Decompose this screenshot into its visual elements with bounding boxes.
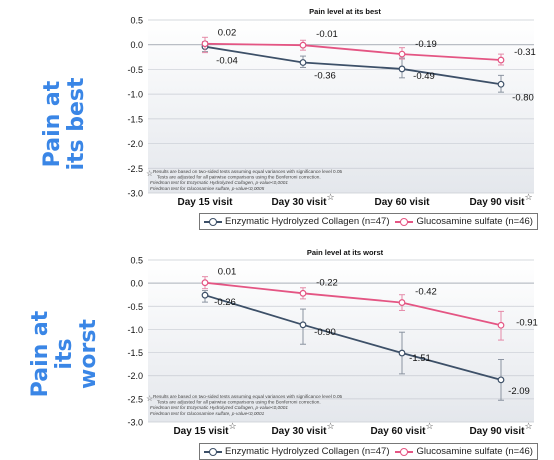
x-tick-label: Day 90 visit☆ — [469, 421, 532, 437]
y-tick-label: -3.0 — [127, 189, 143, 199]
collagen-data-label: -0.49 — [413, 71, 435, 82]
chart-best: Pain level at its best 0.5 0.0 -0.5 -1.0 -1.5… — [127, 7, 536, 208]
glucosamine-data-label: -0.91 — [516, 317, 538, 328]
glucosamine-data-label: 0.02 — [218, 28, 237, 39]
footnote: Friedman test for Glucosamine sulfate, p… — [150, 411, 265, 416]
x-tick-label: Day 90 visit☆ — [469, 192, 532, 208]
glucosamine-point — [201, 279, 209, 287]
x-tick-label: Day 30 visit☆ — [271, 192, 334, 208]
chart-panel-worst: Pain level at its worst 0.5 0.0 -0.5 -1.0 -1.… — [0, 226, 554, 460]
footnote: Friedman test for Glucosamine sulfate, p… — [150, 186, 265, 191]
collagen-point — [299, 321, 307, 329]
collagen-data-label: -0.26 — [214, 297, 236, 308]
legend-label-collagen: Enzymatic Hydrolyzed Collagen (n=47) — [225, 216, 390, 227]
y-tick-label: -2.5 — [127, 164, 143, 174]
footnote: Results are based on two-sided tests ass… — [153, 394, 343, 399]
star-icon: ☆ — [146, 394, 153, 403]
footnote: Friedman test for Enzymatic Hydrolyzed C… — [150, 180, 288, 185]
glucosamine-point — [497, 56, 505, 64]
footnote: Friedman test for Enzymatic Hydrolyzed C… — [150, 405, 288, 410]
star-icon: ☆ — [146, 169, 153, 178]
glucosamine-point — [201, 40, 209, 48]
footnote: Results are based on two-sided tests ass… — [153, 169, 343, 174]
y-tick-label: 0.0 — [130, 279, 143, 289]
x-tick-label: Day 60 visit — [374, 197, 430, 208]
chart-title: Pain level at its worst — [307, 248, 384, 257]
collagen-point — [497, 80, 505, 88]
x-tick-label: Day 60 visit☆ — [370, 421, 433, 437]
footnote: Tests are adjusted for all pairwise comp… — [157, 400, 321, 405]
star-icon: ☆ — [524, 421, 532, 431]
legend-best: Enzymatic Hydrolyzed Collagen (n=47) Glu… — [199, 213, 538, 230]
legend-swatch-glucosamine — [395, 217, 414, 227]
footnote: Tests are adjusted for all pairwise comp… — [157, 175, 321, 180]
y-tick-label: 0.0 — [130, 40, 143, 50]
y-tick-label: 0.5 — [130, 256, 143, 266]
star-icon: ☆ — [326, 421, 334, 431]
glucosamine-point — [299, 289, 307, 297]
y-tick-label: -1.5 — [127, 348, 143, 358]
glucosamine-line — [204, 281, 502, 327]
glucosamine-point — [299, 41, 307, 49]
glucosamine-data-label: -0.42 — [415, 287, 437, 298]
collagen-line — [204, 294, 502, 381]
y-tick-label: -2.5 — [127, 394, 143, 404]
chart-panel-best: Pain level at its best 0.5 0.0 -0.5 -1.0 -1.5… — [0, 0, 554, 230]
plot-background — [148, 260, 534, 422]
legend-item-glucosamine: Glucosamine sulfate (n=46) — [395, 216, 533, 227]
y-tick-label: -1.0 — [127, 90, 143, 100]
x-tick-label: Day 15 visit — [177, 197, 233, 208]
y-tick-label: -1.0 — [127, 325, 143, 335]
collagen-data-label: -2.09 — [508, 386, 530, 397]
glucosamine-data-label: -0.19 — [415, 39, 437, 50]
collagen-point — [497, 376, 505, 384]
chart-title: Pain level at its best — [309, 7, 381, 16]
star-icon: ☆ — [228, 421, 236, 431]
star-icon: ☆ — [524, 192, 532, 202]
collagen-point — [398, 349, 406, 357]
collagen-line — [204, 45, 502, 86]
glucosamine-data-label: 0.01 — [218, 267, 237, 278]
collagen-data-label: -0.80 — [512, 92, 534, 103]
y-tick-label: -0.5 — [127, 302, 143, 312]
y-tick-label: -1.5 — [127, 114, 143, 124]
glucosamine-data-label: -0.01 — [316, 29, 338, 40]
collagen-point — [398, 65, 406, 73]
legend-label-glucosamine: Glucosamine sulfate (n=46) — [416, 216, 533, 227]
star-icon: ☆ — [326, 192, 334, 202]
y-tick-label: -3.0 — [127, 418, 143, 428]
collagen-data-label: -0.36 — [314, 71, 336, 82]
collagen-data-label: -0.04 — [216, 56, 238, 67]
collagen-data-label: -1.51 — [409, 353, 431, 364]
collagen-point — [299, 59, 307, 66]
chart-worst: Pain level at its worst 0.5 0.0 -0.5 -1.0 -1.… — [127, 248, 538, 437]
y-tick-label: -2.0 — [127, 139, 143, 149]
y-tick-label: -2.0 — [127, 371, 143, 381]
collagen-data-label: -0.90 — [314, 327, 336, 338]
x-tick-label: Day 30 visit☆ — [271, 421, 334, 437]
y-tick-label: 0.5 — [130, 16, 143, 26]
collagen-point — [201, 291, 209, 299]
legend-item-collagen: Enzymatic Hydrolyzed Collagen (n=47) — [204, 216, 389, 227]
glucosamine-point — [398, 299, 406, 306]
legend-swatch-collagen — [204, 217, 222, 227]
y-tick-label: -0.5 — [127, 65, 143, 75]
glucosamine-data-label: -0.31 — [514, 47, 536, 58]
x-tick-label: Day 15 visit☆ — [173, 421, 236, 437]
glucosamine-data-label: -0.22 — [316, 277, 338, 288]
glucosamine-point — [398, 50, 406, 58]
glucosamine-point — [497, 321, 505, 329]
star-icon: ☆ — [425, 421, 433, 431]
glucosamine-line — [204, 42, 502, 61]
